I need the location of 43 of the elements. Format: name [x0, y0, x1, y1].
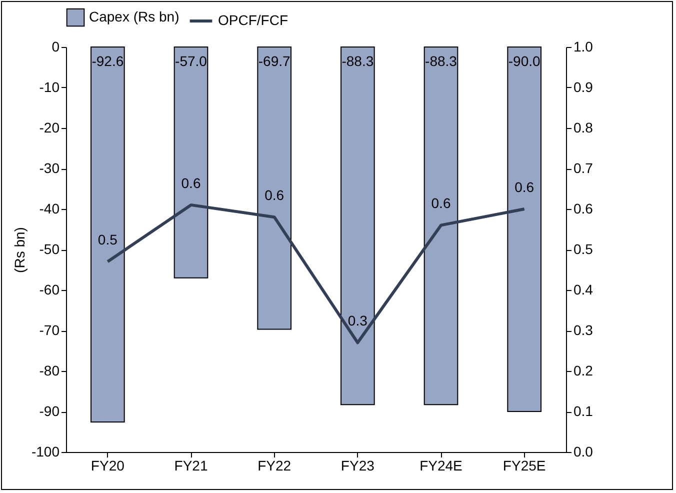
y-tick-label: -10 — [39, 79, 60, 95]
y2-tick-label: 0.7 — [574, 160, 594, 176]
y-tick-label: -40 — [39, 200, 60, 216]
y-tick-label: -60 — [39, 282, 60, 298]
data-label: -57.0 — [175, 53, 208, 69]
y2-tick-label: 0.2 — [574, 362, 594, 378]
data-label: 0.3 — [348, 312, 368, 329]
data-label: -69.7 — [258, 53, 290, 69]
data-label: 0.6 — [514, 179, 534, 195]
y2-tick-label: 0.0 — [574, 444, 594, 460]
y2-tick-label: 0.4 — [574, 282, 594, 298]
x-tick-label: FY24E — [420, 458, 462, 474]
y-tick-label: -20 — [39, 120, 60, 136]
data-label: 0.6 — [431, 195, 451, 212]
y-tick-label: 0 — [52, 38, 60, 54]
data-label: 0.5 — [98, 232, 118, 248]
y2-tick-label: 0.3 — [574, 322, 594, 338]
y-tick-label: -70 — [39, 322, 60, 338]
data-label: -88.3 — [342, 53, 374, 69]
y2-tick-label: 0.9 — [574, 79, 594, 95]
y2-tick-label: 0.6 — [574, 200, 594, 216]
y-tick-label: -30 — [39, 160, 60, 176]
x-tick-label: FY20 — [90, 458, 125, 474]
y-tick-label: -80 — [39, 362, 60, 378]
data-label: -92.6 — [92, 53, 124, 69]
data-label: -88.3 — [425, 53, 458, 69]
x-tick-label: FY21 — [174, 458, 208, 474]
y2-tick-label: 0.8 — [574, 120, 594, 136]
legend-label: Capex (Rs bn) — [89, 8, 180, 24]
y-tick-label: -100 — [31, 444, 60, 460]
x-tick-label: FY22 — [258, 458, 292, 474]
x-tick-label: FY25E — [502, 458, 546, 474]
y2-tick-label: 1.0 — [574, 38, 594, 54]
y-tick-label: -50 — [39, 241, 60, 257]
x-tick-label: FY23 — [340, 458, 375, 474]
y2-tick-label: 0.1 — [574, 403, 594, 419]
y-axis-title: (Rs bn) — [11, 227, 28, 273]
data-label: 0.6 — [181, 174, 201, 191]
data-label: -90.0 — [508, 53, 540, 69]
y-tick-label: -90 — [39, 403, 60, 419]
legend-label: OPCF/FCF — [218, 12, 288, 28]
y2-tick-label: 0.5 — [574, 241, 594, 257]
data-label: 0.6 — [264, 187, 284, 204]
